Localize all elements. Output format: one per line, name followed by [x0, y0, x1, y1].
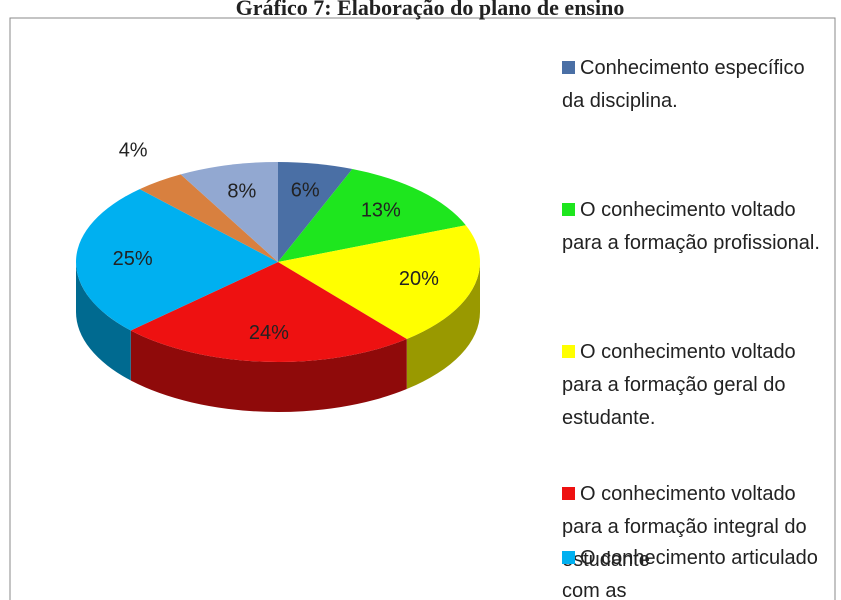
legend-swatch — [562, 487, 575, 500]
legend-label: O conhecimento voltado para a formação i… — [562, 483, 807, 571]
pie-slice — [130, 262, 407, 362]
data-label: 8% — [227, 181, 256, 203]
pie-slice — [75, 189, 278, 331]
legend-swatch — [562, 345, 575, 358]
data-label: 25% — [113, 248, 153, 270]
legend-swatch — [562, 61, 575, 74]
pie-slice — [278, 225, 480, 340]
legend-item: O conhecimento voltado para a formação i… — [562, 478, 830, 577]
legend-label: O conhecimento articulado com as — [562, 547, 818, 600]
chart-border — [9, 17, 836, 600]
legend-item: O conhecimento voltado para a formação p… — [562, 194, 830, 260]
data-label: 6% — [291, 180, 320, 202]
data-label: 24% — [249, 322, 289, 344]
legend-label: O conhecimento voltado para a formação g… — [562, 341, 796, 429]
legend-swatch — [562, 203, 575, 216]
legend-swatch — [562, 551, 575, 564]
pie-slice-side — [406, 262, 480, 390]
legend-item: O conhecimento articulado com as — [562, 542, 830, 600]
legend-item: Conhecimento específico da disciplina. — [562, 52, 830, 118]
legend-label: O conhecimento voltado para a formação p… — [562, 199, 820, 254]
legend-label: Conhecimento específico da disciplina. — [562, 57, 805, 112]
data-label: 13% — [361, 199, 401, 221]
legend-item: O conhecimento voltado para a formação g… — [562, 336, 830, 435]
chart-title: Gráfico 7: Elaboração do plano de ensino — [236, 0, 625, 20]
data-label: 4% — [119, 140, 148, 162]
pie-slice — [180, 162, 278, 262]
pie-slice — [139, 174, 278, 262]
pie-slice-side — [76, 262, 131, 381]
pie-slice-side — [130, 330, 407, 412]
pie-slice — [278, 162, 353, 262]
legend: Conhecimento específico da disciplina. O … — [562, 52, 834, 600]
data-label: 20% — [399, 268, 439, 290]
pie-slice — [278, 169, 466, 262]
